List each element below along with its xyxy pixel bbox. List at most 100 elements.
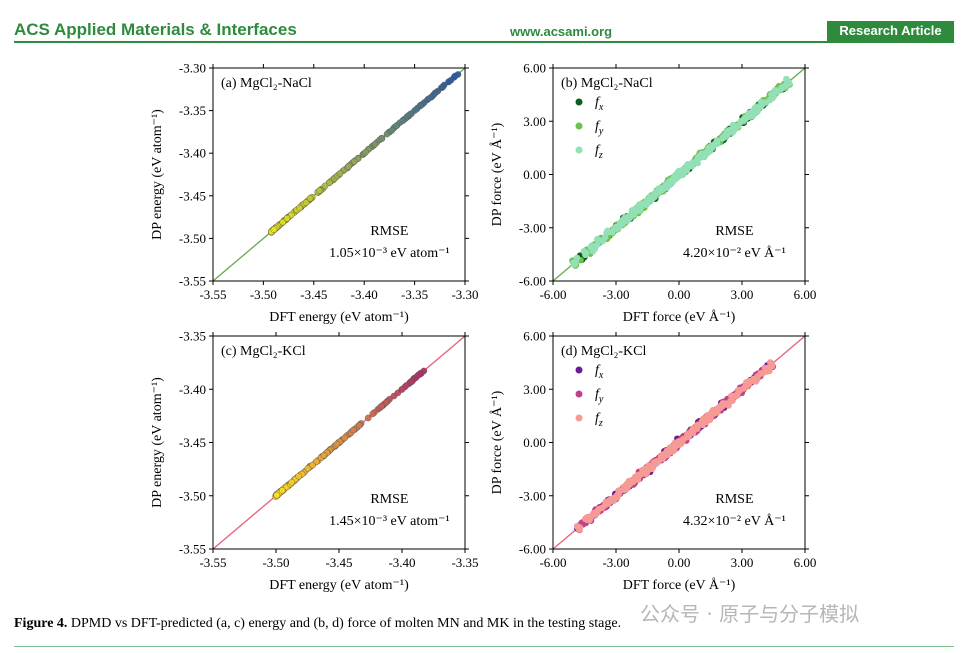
data-point <box>415 371 422 379</box>
y-tick-label: 3.00 <box>523 382 546 397</box>
x-tick-label: -3.50 <box>262 555 289 570</box>
legend-label-fy: fy <box>595 119 604 137</box>
data-point <box>309 461 316 469</box>
data-point-fz <box>645 199 652 206</box>
data-point-fz <box>688 160 695 167</box>
x-tick-label: 3.00 <box>731 555 754 570</box>
x-tick-label: -3.00 <box>602 555 629 570</box>
caption-text: DPMD vs DFT-predicted (a, c) energy and … <box>67 616 622 631</box>
data-point <box>336 170 344 177</box>
journal-website[interactable]: www.acsami.org <box>510 24 613 39</box>
y-tick-label: -3.45 <box>179 435 206 450</box>
data-point <box>364 414 372 422</box>
y-tick-label: -3.30 <box>179 61 206 76</box>
data-point <box>382 399 390 406</box>
y-tick-label: -3.50 <box>179 231 206 246</box>
watermark: 公众号 · 原子与分子模拟 <box>640 602 860 626</box>
data-point-fz <box>699 153 706 161</box>
footer-rule <box>14 646 954 647</box>
x-tick-label: -3.55 <box>199 287 226 302</box>
legend-marker-fx <box>575 98 583 106</box>
x-tick-label: 0.00 <box>668 287 691 302</box>
panel-title: (b) MgCl₂-NaCl <box>561 76 653 91</box>
points-d <box>553 336 805 549</box>
y-axis-label: DP force (eV Å⁻¹) <box>489 390 505 494</box>
data-point <box>355 422 363 429</box>
panel-title: (a) MgCl₂-NaCl <box>221 76 312 91</box>
data-point <box>431 90 439 97</box>
data-point-fz <box>743 379 750 386</box>
data-point <box>378 402 385 410</box>
y-tick-label: 3.00 <box>523 114 546 129</box>
y-tick-label: -6.00 <box>519 274 546 289</box>
data-point-fz <box>580 247 588 255</box>
legend-label-fz: fz <box>595 143 603 161</box>
data-point <box>295 472 302 480</box>
legend-label-fx: fx <box>595 363 604 381</box>
y-tick-label: 0.00 <box>523 435 546 450</box>
y-tick-label: -3.00 <box>519 488 546 503</box>
legend-label-fy: fy <box>595 387 604 405</box>
data-point <box>350 426 357 434</box>
data-point-fz <box>655 185 662 192</box>
data-point-fz <box>760 99 767 106</box>
rmse-label: RMSE <box>715 492 753 507</box>
data-point <box>369 410 377 418</box>
plot-frame-a <box>212 67 466 282</box>
data-point-fz <box>669 179 676 186</box>
y-tick-label: -3.40 <box>179 146 206 161</box>
y-tick-label: -3.45 <box>179 188 206 203</box>
rmse-value: 1.05×10⁻³ eV atom⁻¹ <box>329 246 450 261</box>
data-point <box>270 226 278 233</box>
x-axis-label: DFT energy (eV atom⁻¹) <box>269 310 409 325</box>
data-point-fz <box>742 383 750 391</box>
data-point-fz <box>599 237 606 245</box>
y-tick-label: 0.00 <box>523 167 546 182</box>
legend-subscript: z <box>598 150 603 161</box>
data-point <box>273 491 281 499</box>
y-tick-label: 6.00 <box>523 61 546 76</box>
data-point-fz <box>606 497 613 504</box>
data-point-fz <box>731 126 738 133</box>
rmse-label: RMSE <box>370 224 408 239</box>
legend-marker-fy <box>575 122 583 130</box>
data-point <box>408 378 416 385</box>
data-point-fz <box>700 418 708 425</box>
data-point-fz <box>631 205 639 213</box>
data-point-fz <box>750 377 757 385</box>
page-header: ACS Applied Materials & Interfaces www.a… <box>0 0 968 44</box>
data-point-fz <box>748 108 755 116</box>
data-point <box>398 386 406 393</box>
data-point <box>296 204 303 212</box>
data-point-fz <box>763 364 770 372</box>
legend-label-fz: fz <box>595 411 603 429</box>
data-point <box>362 148 369 156</box>
data-point-fz <box>778 84 785 92</box>
y-axis-label: DP energy (eV atom⁻¹) <box>150 377 165 508</box>
data-point-fz <box>722 132 730 139</box>
data-point-fz <box>647 465 654 473</box>
y-tick-label: -3.00 <box>519 220 546 235</box>
panel-d: -6.00 -3.00 0.00 3.00 6.00 -6.00 -3.00 0.00 3.00… <box>489 329 816 594</box>
data-point <box>413 105 420 113</box>
data-point-fz <box>769 94 777 102</box>
x-tick-label: -3.35 <box>451 555 478 570</box>
data-point-fz <box>612 223 620 231</box>
y-tick-label: -3.55 <box>179 274 206 289</box>
y-tick-label: 6.00 <box>523 329 546 344</box>
data-point-fz <box>785 80 793 88</box>
data-point-fz <box>650 194 658 201</box>
x-axis-label: DFT force (eV Å⁻¹) <box>623 309 736 325</box>
data-point <box>399 117 407 125</box>
legend-marker-fz <box>575 414 583 422</box>
legend-label-fx: fx <box>595 95 604 113</box>
caption-label: Figure 4. <box>14 616 68 631</box>
data-point <box>438 84 445 92</box>
data-point-fz <box>713 137 721 145</box>
points-c <box>213 336 465 549</box>
data-point-fz <box>631 475 638 482</box>
journal-title: ACS Applied Materials & Interfaces <box>14 20 297 39</box>
data-point <box>425 95 432 103</box>
data-point-fz <box>575 525 583 533</box>
legend-marker-fx <box>575 366 583 374</box>
